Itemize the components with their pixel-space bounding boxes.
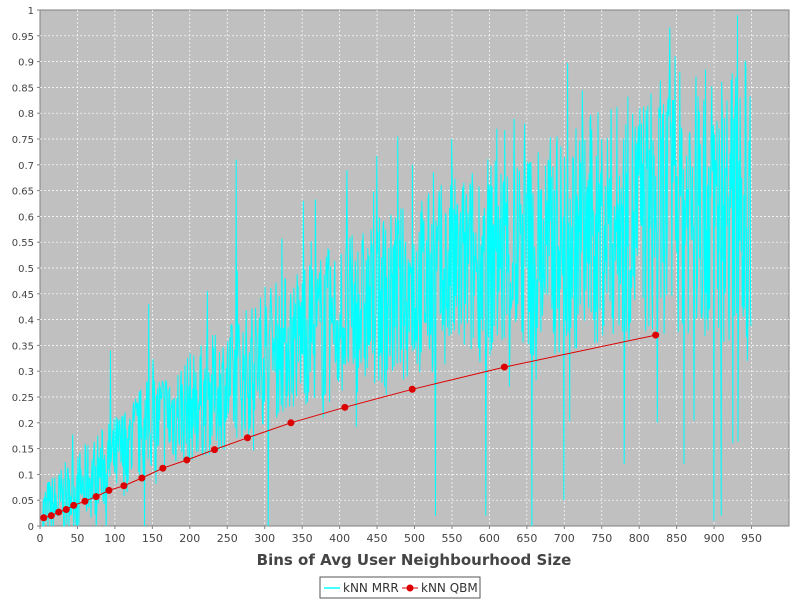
x-tick-label: 900	[704, 532, 725, 545]
x-tick-label: 250	[217, 532, 238, 545]
kNN-QBM-point	[183, 456, 191, 464]
y-axis: 0 0.05 0.1 0.15 0.2 0.25 0.3 0.35 0.4 0.45 0.5 0.55…	[12, 6, 40, 533]
legend-box	[319, 576, 481, 599]
y-tick-label: 0.9	[18, 58, 34, 69]
x-tick-label: 800	[629, 532, 650, 545]
kNN-QBM-point	[40, 514, 48, 522]
kNN-QBM-point	[652, 331, 660, 339]
y-tick-label: 0.6	[18, 212, 34, 223]
x-tick-label: 0	[37, 532, 44, 545]
series-kNN-QBM	[40, 331, 660, 522]
x-tick-label: 150	[142, 532, 163, 545]
y-tick-label: 0.95	[12, 32, 34, 43]
legend: kNN MRR kNN QBM	[319, 576, 481, 599]
x-tick-label: 350	[292, 532, 313, 545]
y-tick-label: 0.05	[12, 496, 34, 507]
kNN-QBM-point	[341, 403, 349, 411]
x-tick-label: 550	[441, 532, 462, 545]
y-tick-label: 0.4	[18, 316, 34, 327]
x-axis-label: Bins of Avg User Neighbourhood Size	[257, 551, 572, 569]
kNN-QBM-point	[62, 505, 70, 513]
x-tick-label: 650	[516, 532, 537, 545]
y-tick-label: 1	[28, 6, 34, 17]
x-tick-label: 600	[479, 532, 500, 545]
y-tick-label: 0.35	[12, 341, 34, 352]
kNN-QBM-point	[243, 434, 251, 442]
legend-mrr-label: kNN MRR	[343, 581, 399, 595]
y-tick-label: 0.3	[18, 367, 34, 378]
kNN-QBM-point	[70, 501, 78, 509]
kNN-QBM-point	[81, 497, 89, 505]
y-tick-label: 0.75	[12, 135, 34, 146]
kNN-QBM-point	[211, 446, 219, 454]
x-tick-label: 950	[741, 532, 762, 545]
y-tick-label: 0.65	[12, 187, 34, 198]
y-tick-label: 0.8	[18, 109, 34, 120]
x-tick-label: 50	[70, 532, 84, 545]
x-tick-label: 700	[554, 532, 575, 545]
x-tick-label: 450	[367, 532, 388, 545]
kNN-MRR-line	[42, 15, 752, 527]
legend-qbm-marker	[406, 584, 414, 592]
y-tick-label: 0	[28, 522, 34, 533]
kNN-QBM-point	[159, 464, 167, 472]
x-tick-label: 400	[329, 532, 350, 545]
kNN-QBM-point	[408, 385, 416, 393]
y-tick-label: 0.2	[18, 419, 34, 430]
y-tick-label: 0.15	[12, 445, 34, 456]
x-tick-label: 850	[666, 532, 687, 545]
y-tick-label: 0.85	[12, 83, 34, 94]
kNN-QBM-point	[120, 482, 128, 490]
kNN-QBM-point	[47, 512, 55, 520]
kNN-QBM-point	[138, 474, 146, 482]
kNN-QBM-point	[500, 363, 508, 371]
y-tick-label: 0.45	[12, 290, 34, 301]
kNN-QBM-point	[287, 419, 295, 427]
y-tick-label: 0.1	[18, 470, 34, 481]
kNN-QBM-point	[55, 508, 63, 516]
x-tick-label: 750	[591, 532, 612, 545]
kNN-QBM-point	[105, 486, 113, 494]
x-tick-label: 100	[104, 532, 125, 545]
kNN-QBM-point	[92, 493, 100, 501]
x-tick-label: 200	[179, 532, 200, 545]
x-tick-label: 300	[254, 532, 275, 545]
legend-qbm-label: kNN QBM	[421, 581, 478, 595]
y-tick-label: 0.55	[12, 238, 34, 249]
x-tick-label: 500	[404, 532, 425, 545]
x-axis: 0 50 100 150 200 250 300 350 400 450 500 550 600 650 7…	[37, 526, 762, 545]
y-tick-label: 0.5	[18, 264, 34, 275]
y-tick-label: 0.25	[12, 393, 34, 404]
y-tick-label: 0.7	[18, 161, 34, 172]
series-kNN-MRR	[42, 15, 752, 527]
